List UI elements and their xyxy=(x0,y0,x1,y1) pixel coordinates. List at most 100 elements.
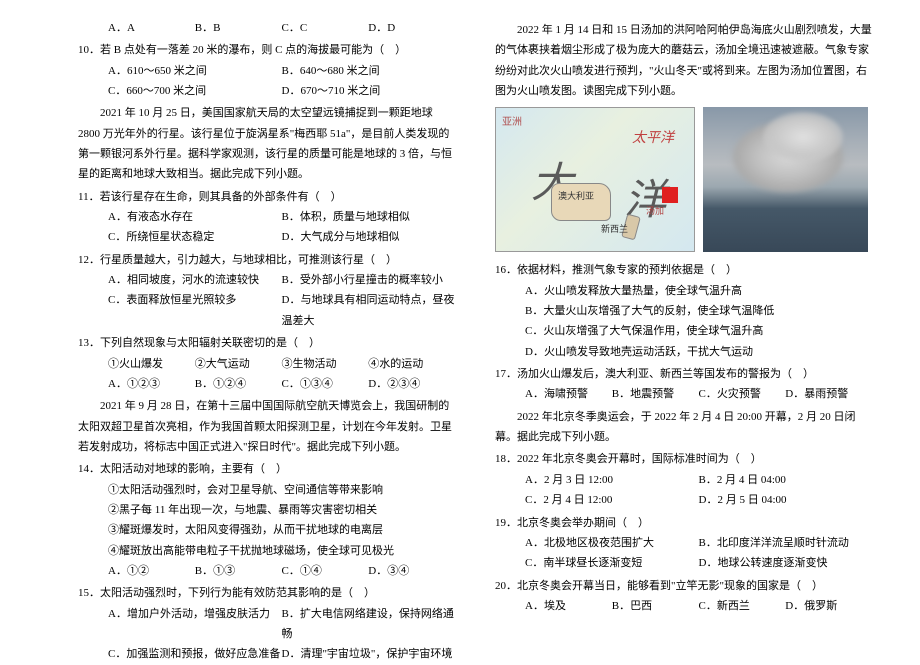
q18: 18．2022 年北京冬奥会开幕时，国际标准时间为（ ） xyxy=(495,449,872,469)
map-label-aus: 澳大利亚 xyxy=(558,188,594,205)
sub-3: ③生物活动 xyxy=(282,354,369,374)
opt-b: B．体积，质量与地球相似 xyxy=(282,207,456,227)
opt-a: A．2 月 3 日 12:00 xyxy=(525,470,699,490)
q17: 17．汤加火山爆发后，澳大利亚、新西兰等国发布的警报为（ ） xyxy=(495,364,872,384)
opt-d: D．大气成分与地球相似 xyxy=(282,227,456,247)
q15-opts-row1: A．增加户外活动，增强皮肤活力 B．扩大电信网络建设，保持网络通畅 xyxy=(108,604,455,645)
opt-b: B．巴西 xyxy=(612,596,699,616)
q12-opts-row1: A．相同坡度，河水的流速较快 B．受外部小行星撞击的概率较小 xyxy=(108,270,455,290)
opt-a: A．610～650 米之间 xyxy=(108,61,282,81)
opt-d: D．清理"宇宙垃圾"，保护宇宙环境 xyxy=(282,644,456,664)
map-label-nz: 新西兰 xyxy=(601,221,628,238)
opt-a: A．埃及 xyxy=(525,596,612,616)
q15: 15．太阳活动强烈时，下列行为能有效防范其影响的是（ ） xyxy=(78,583,455,603)
q16: 16．依据材料，推测气象专家的预判依据是（ ） xyxy=(495,260,872,280)
opt-a: A．海啸预警 xyxy=(525,384,612,404)
opt-b: B．①③ xyxy=(195,561,282,581)
opt-a: A．①②③ xyxy=(108,374,195,394)
q15-opts-row2: C．加强监测和预报，做好应急准备 D．清理"宇宙垃圾"，保护宇宙环境 xyxy=(108,644,455,664)
q10-opts-row1: A．610～650 米之间 B．640～680 米之间 xyxy=(108,61,455,81)
sub-2: ②大气运动 xyxy=(195,354,282,374)
q18-opts-row1: A．2 月 3 日 12:00 B．2 月 4 日 04:00 xyxy=(525,470,872,490)
passage-3: 2022 年 1 月 14 日和 15 日汤加的洪阿哈阿帕伊岛海底火山剧烈喷发，… xyxy=(495,20,872,101)
q16-opt-b: B．大量火山灰增强了大气的反射，使全球气温降低 xyxy=(525,301,872,321)
q14-sub3: ③耀斑爆发时，太阳风变得强劲，从而干扰地球的电离层 xyxy=(108,520,455,540)
opt-b: B．2 月 4 日 04:00 xyxy=(699,470,873,490)
sub-1: ①火山爆发 xyxy=(108,354,195,374)
left-column: A．A B．B C．C D．D 10．若 B 点处有一落差 20 米的瀑布，则 … xyxy=(70,18,475,612)
opt-c: C．660～700 米之间 xyxy=(108,81,282,101)
opt-c: C．表面释放恒星光照较多 xyxy=(108,290,282,331)
q9-options: A．A B．B C．C D．D xyxy=(108,18,455,38)
opt-b: B．扩大电信网络建设，保持网络通畅 xyxy=(282,604,456,645)
map-label-pacific: 太平洋 xyxy=(632,126,674,152)
opt-d: D．D xyxy=(368,18,455,38)
opt-d: D．暴雨预警 xyxy=(785,384,872,404)
q18-opts-row2: C．2 月 4 日 12:00 D．2 月 5 日 04:00 xyxy=(525,490,872,510)
image-block: 亚洲 太平洋 大 洋 澳大利亚 新西兰 汤加 xyxy=(495,107,872,252)
opt-d: D．③④ xyxy=(368,561,455,581)
opt-a: A．北极地区极夜范围扩大 xyxy=(525,533,699,553)
q11-opts-row2: C．所绕恒星状态稳定 D．大气成分与地球相似 xyxy=(108,227,455,247)
q14-sub4: ④耀斑放出高能带电粒子干扰抛地球磁场，使全球可见极光 xyxy=(108,541,455,561)
opt-c: C．所绕恒星状态稳定 xyxy=(108,227,282,247)
q20-opts: A．埃及 B．巴西 C．新西兰 D．俄罗斯 xyxy=(525,596,872,616)
opt-a: A．有液态水存在 xyxy=(108,207,282,227)
q12-opts-row2: C．表面释放恒星光照较多 D．与地球具有相同运动特点，昼夜温差大 xyxy=(108,290,455,331)
q14: 14．太阳活动对地球的影响，主要有（ ） xyxy=(78,459,455,479)
opt-b: B．①②④ xyxy=(195,374,282,394)
opt-d: D．地球公转速度逐渐变快 xyxy=(699,553,873,573)
opt-b: B．B xyxy=(195,18,282,38)
q13: 13．下列自然现象与太阳辐射关联密切的是（ ） xyxy=(78,333,455,353)
map-label-asia: 亚洲 xyxy=(502,114,522,133)
opt-b: B．北印度洋洋流呈顺时针流动 xyxy=(699,533,873,553)
opt-b: B．受外部小行星撞击的概率较小 xyxy=(282,270,456,290)
q16-opt-d: D．火山喷发导致地壳运动活跃，干扰大气运动 xyxy=(525,342,872,362)
q16-opt-c: C．火山灰增强了大气保温作用，使全球气温升高 xyxy=(525,321,872,341)
opt-d: D．②③④ xyxy=(368,374,455,394)
opt-b: B．地震预警 xyxy=(612,384,699,404)
volcano-image xyxy=(703,107,868,252)
q14-opts: A．①② B．①③ C．①④ D．③④ xyxy=(108,561,455,581)
q19-opts-row1: A．北极地区极夜范围扩大 B．北印度洋洋流呈顺时针流动 xyxy=(525,533,872,553)
opt-c: C．2 月 4 日 12:00 xyxy=(525,490,699,510)
q11-opts-row1: A．有液态水存在 B．体积，质量与地球相似 xyxy=(108,207,455,227)
opt-c: C．火灾预警 xyxy=(699,384,786,404)
passage-2: 2021 年 9 月 28 日，在第十三届中国国际航空航天博览会上，我国研制的太… xyxy=(78,396,455,457)
opt-d: D．与地球具有相同运动特点，昼夜温差大 xyxy=(282,290,456,331)
q17-opts: A．海啸预警 B．地震预警 C．火灾预警 D．暴雨预警 xyxy=(525,384,872,404)
opt-c: C．新西兰 xyxy=(699,596,786,616)
opt-c: C．南半球昼长逐渐变短 xyxy=(525,553,699,573)
q14-sub1: ①太阳活动强烈时，会对卫星导航、空间通信等带来影响 xyxy=(108,480,455,500)
q12: 12．行星质量越大，引力越大，与地球相比，可推测该行星（ ） xyxy=(78,250,455,270)
passage-1: 2021 年 10 月 25 日，美国国家航天局的太空望远镜捕捉到一颗距地球 2… xyxy=(78,103,455,184)
opt-a: A．相同坡度，河水的流速较快 xyxy=(108,270,282,290)
opt-a: A．增加户外活动，增强皮肤活力 xyxy=(108,604,282,645)
opt-c: C．①④ xyxy=(282,561,369,581)
map-marker-icon xyxy=(662,187,678,203)
right-column: 2022 年 1 月 14 日和 15 日汤加的洪阿哈阿帕伊岛海底火山剧烈喷发，… xyxy=(475,18,880,612)
opt-a: A．①② xyxy=(108,561,195,581)
opt-d: D．2 月 5 日 04:00 xyxy=(699,490,873,510)
opt-d: D．俄罗斯 xyxy=(785,596,872,616)
q19-opts-row2: C．南半球昼长逐渐变短 D．地球公转速度逐渐变快 xyxy=(525,553,872,573)
q13-sub: ①火山爆发 ②大气运动 ③生物活动 ④水的运动 xyxy=(108,354,455,374)
opt-c: C．加强监测和预报，做好应急准备 xyxy=(108,644,282,664)
q13-opts: A．①②③ B．①②④ C．①③④ D．②③④ xyxy=(108,374,455,394)
opt-c: C．①③④ xyxy=(282,374,369,394)
map-label-tonga: 汤加 xyxy=(646,203,664,220)
opt-d: D．670～710 米之间 xyxy=(282,81,456,101)
q16-opt-a: A．火山喷发释放大量热量，使全球气温升高 xyxy=(525,281,872,301)
passage-4: 2022 年北京冬季奥运会，于 2022 年 2 月 4 日 20:00 开幕，… xyxy=(495,407,872,448)
opt-a: A．A xyxy=(108,18,195,38)
q10: 10．若 B 点处有一落差 20 米的瀑布，则 C 点的海拔最可能为（ ） xyxy=(78,40,455,60)
map-image: 亚洲 太平洋 大 洋 澳大利亚 新西兰 汤加 xyxy=(495,107,695,252)
opt-b: B．640～680 米之间 xyxy=(282,61,456,81)
opt-c: C．C xyxy=(282,18,369,38)
q20: 20．北京冬奥会开幕当日，能够看到"立竿无影"现象的国家是（ ） xyxy=(495,576,872,596)
q14-sub2: ②黑子每 11 年出现一次，与地震、暴雨等灾害密切相关 xyxy=(108,500,455,520)
q19: 19．北京冬奥会举办期间（ ） xyxy=(495,513,872,533)
sub-4: ④水的运动 xyxy=(368,354,455,374)
q10-opts-row2: C．660～700 米之间 D．670～710 米之间 xyxy=(108,81,455,101)
q11: 11．若该行星存在生命，则其具备的外部条件有（ ） xyxy=(78,187,455,207)
